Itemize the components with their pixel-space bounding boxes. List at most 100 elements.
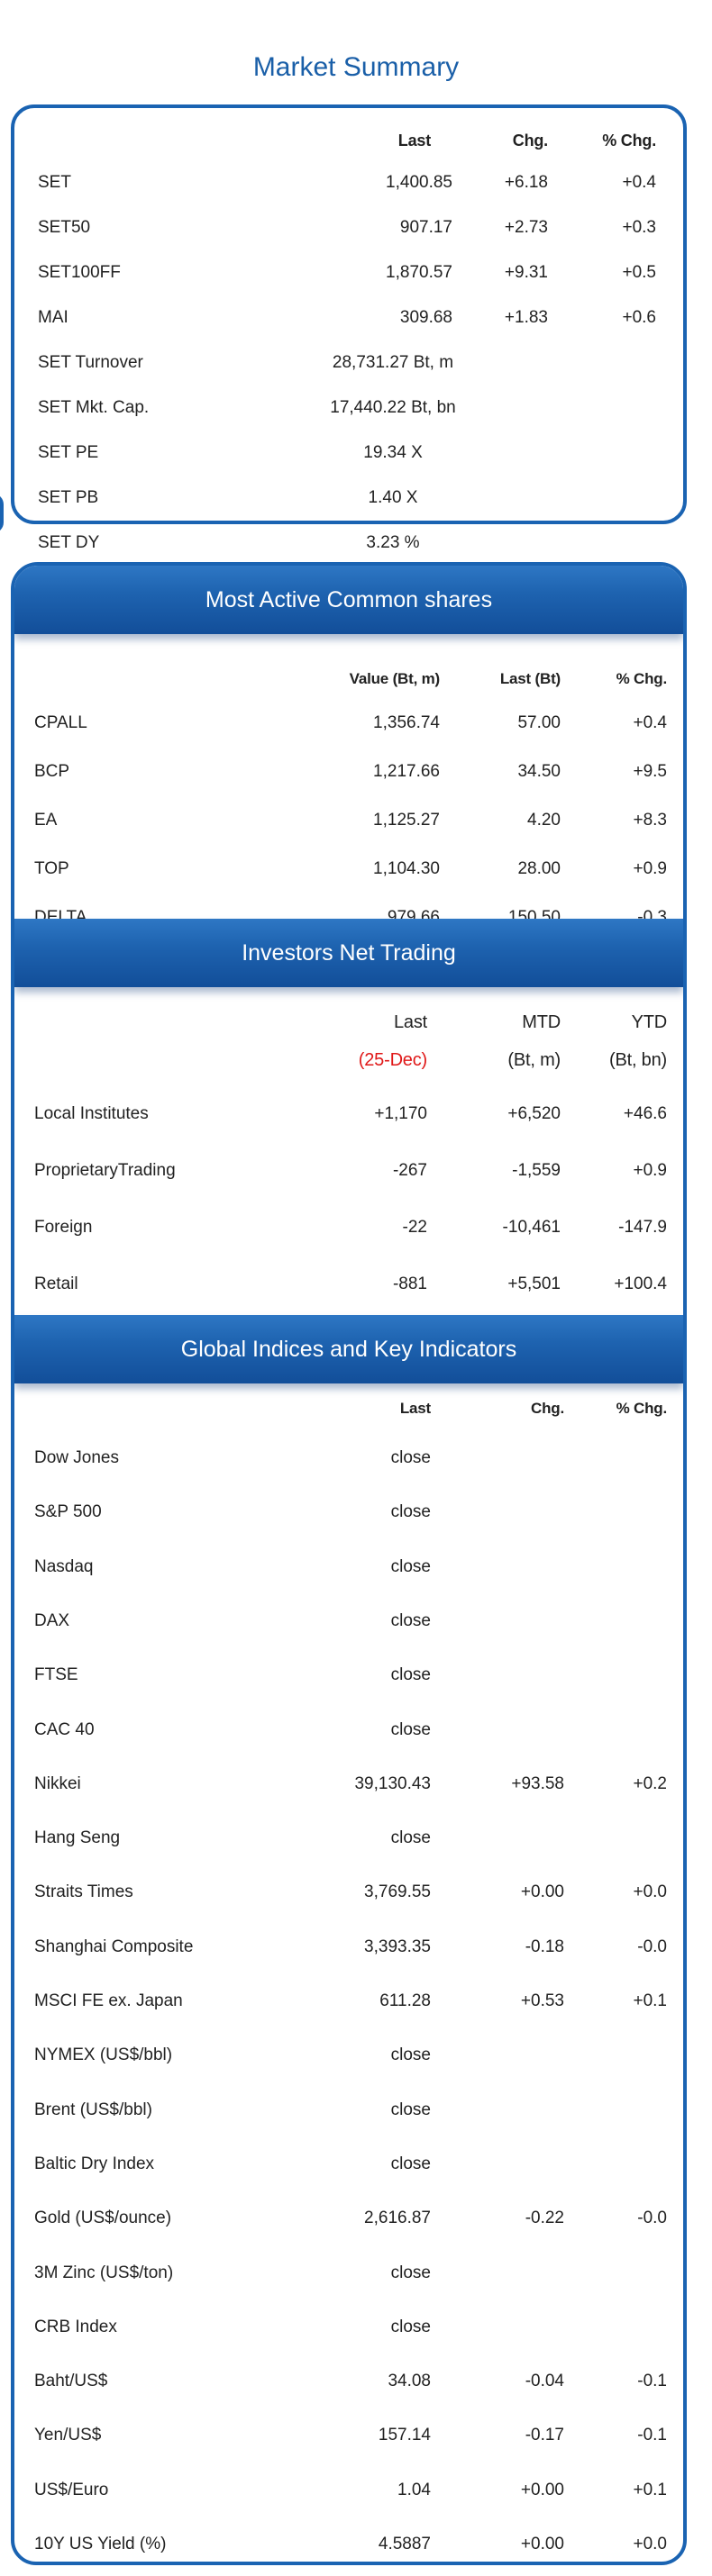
market-row-pct: +0.4: [622, 173, 656, 192]
global-row-last: close: [390, 1665, 431, 1685]
market-row-name: SET DY: [38, 533, 100, 552]
investor-row-last: -22: [402, 1218, 427, 1237]
global-row-pct: -0.1: [637, 2426, 667, 2445]
investors-sub-ytd: (Bt, bn): [609, 1050, 667, 1070]
investors-date: (25-Dec): [358, 1050, 427, 1070]
market-row-last: 1.40 X: [368, 488, 418, 507]
global-row-chg: -0.17: [525, 2426, 564, 2445]
global-row-name: Yen/US$: [34, 2426, 102, 2445]
market-row-name: SET100FF: [38, 263, 121, 282]
global-row-name: US$/Euro: [34, 2480, 109, 2499]
market-row-last: 1,870.57: [386, 263, 452, 282]
investor-row-last: -267: [392, 1161, 427, 1180]
investors-banner: Investors Net Trading: [14, 919, 683, 987]
global-row-last: 34.08: [388, 2372, 431, 2391]
investor-row-name: ProprietaryTrading: [34, 1161, 176, 1180]
investor-row-name: Retail: [34, 1274, 78, 1293]
investor-row-ytd: +0.9: [633, 1161, 667, 1180]
global-row-pct: +0.2: [633, 1773, 667, 1793]
investor-row-ytd: +46.6: [623, 1104, 667, 1123]
market-header-chg: Chg.: [512, 132, 548, 150]
global-row-chg: -0.04: [525, 2372, 564, 2391]
investor-row-name: Local Institutes: [34, 1104, 149, 1123]
global-row-last: 157.14: [378, 2426, 431, 2445]
global-row-last: close: [390, 1719, 431, 1739]
market-row-name: SET Turnover: [38, 353, 143, 372]
global-header-pct: % Chg.: [616, 1400, 668, 1417]
investor-row-mtd: +6,520: [507, 1104, 561, 1123]
most-active-header-pct: % Chg.: [616, 670, 668, 687]
market-header-pct: % Chg.: [602, 132, 656, 150]
global-row-last: 4.5887: [378, 2535, 431, 2553]
global-row-last: close: [390, 1610, 431, 1630]
market-row-name: SET50: [38, 218, 91, 237]
global-row-name: Nasdaq: [34, 1556, 94, 1576]
market-row-name: MAI: [38, 308, 68, 327]
global-row-name: 3M Zinc (US$/ton): [34, 2263, 174, 2282]
global-row-last: 39,130.43: [354, 1773, 431, 1793]
market-row-chg: +9.31: [504, 263, 548, 282]
global-row-chg: -0.18: [525, 1937, 564, 1956]
global-row-pct: -0.0: [637, 1937, 667, 1956]
market-row-last: 17,440.22 Bt, bn: [330, 398, 456, 417]
most-active-row-name: TOP: [34, 859, 69, 878]
most-active-row-pct: +8.3: [633, 811, 667, 830]
global-row-last: 1.04: [397, 2480, 431, 2499]
global-row-chg: +0.00: [520, 2535, 564, 2553]
market-row-chg: +2.73: [504, 218, 548, 237]
most-active-header-value: Value (Bt, m): [349, 670, 441, 687]
global-row-name: Baht/US$: [34, 2372, 108, 2391]
most-active-row-value: 1,104.30: [373, 859, 440, 878]
global-row-name: Straits Times: [34, 1882, 133, 1902]
global-row-name: Baltic Dry Index: [34, 2154, 155, 2173]
global-row-pct: +0.0: [633, 1882, 667, 1902]
most-active-row-last: 57.00: [517, 713, 561, 732]
investor-row-last: -881: [392, 1274, 427, 1293]
market-row-name: SET PB: [38, 488, 99, 507]
global-row-last: 3,393.35: [364, 1937, 431, 1956]
page-title: Market Summary: [252, 52, 460, 82]
global-row-chg: -0.22: [525, 2209, 564, 2228]
global-row-last: close: [390, 1502, 431, 1522]
most-active-row-name: CPALL: [34, 713, 87, 732]
global-row-last: close: [390, 2154, 431, 2173]
global-row-last: close: [390, 1448, 431, 1467]
global-row-name: CAC 40: [34, 1719, 95, 1739]
market-row-chg: +6.18: [504, 173, 548, 192]
global-row-name: CRB Index: [34, 2317, 117, 2336]
global-row-chg: +0.00: [520, 1882, 564, 1902]
market-row-pct: +0.3: [622, 218, 656, 237]
most-active-row-name: EA: [34, 811, 58, 830]
most-active-banner: Most Active Common shares: [14, 566, 683, 634]
global-row-pct: +0.1: [633, 1991, 667, 2010]
market-row-last: 907.17: [399, 218, 452, 237]
global-row-name: NYMEX (US$/bbl): [34, 2045, 173, 2065]
most-active-row-last: 28.00: [517, 859, 561, 878]
global-row-pct: +0.0: [633, 2535, 667, 2553]
most-active-row-name: BCP: [34, 762, 70, 781]
global-row-name: DAX: [34, 1610, 70, 1630]
market-row-last: 3.23 %: [366, 533, 420, 552]
global-row-chg: +93.58: [511, 1773, 564, 1793]
investors-title: Investors Net Trading: [242, 939, 456, 966]
investor-row-ytd: -147.9: [618, 1218, 667, 1237]
investor-row-name: Foreign: [34, 1218, 93, 1237]
investor-row-mtd: -10,461: [502, 1218, 561, 1237]
most-active-row-pct: +9.5: [633, 762, 667, 781]
global-row-name: Nikkei: [34, 1773, 81, 1793]
global-row-last: close: [390, 1556, 431, 1576]
most-active-row-value: 1,356.74: [373, 713, 440, 732]
global-row-name: S&P 500: [34, 1502, 102, 1522]
investors-header-ytd: YTD: [631, 1012, 668, 1032]
investor-row-mtd: -1,559: [512, 1161, 561, 1180]
investors-header-mtd: MTD: [522, 1012, 561, 1032]
most-active-row-pct: +0.4: [633, 713, 667, 732]
global-row-last: close: [390, 2100, 431, 2119]
most-active-row-last: 4.20: [527, 811, 561, 830]
global-row-pct: -0.0: [637, 2209, 667, 2228]
global-row-last: close: [390, 2263, 431, 2282]
market-row-name: SET: [38, 173, 71, 192]
global-row-name: 10Y US Yield (%): [34, 2535, 167, 2553]
global-row-name: MSCI FE ex. Japan: [34, 1991, 183, 2010]
global-row-last: 3,769.55: [364, 1882, 431, 1902]
